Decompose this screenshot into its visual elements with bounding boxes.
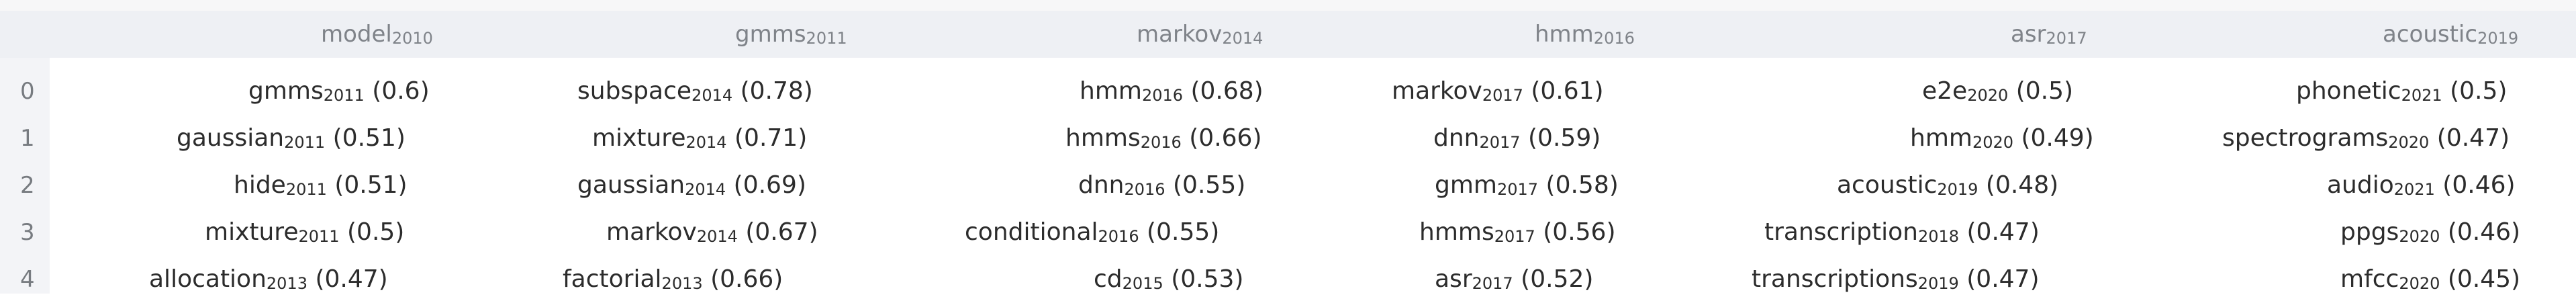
table-row: 1 gaussian2011 (0.51) mixture2014 (0.71)… (0, 115, 2576, 162)
table-cell: markov2014 (0.67) (606, 218, 818, 246)
row-index: 2 (20, 172, 35, 199)
row-index: 1 (20, 125, 35, 152)
table-cell: acoustic2019 (0.48) (1837, 171, 2059, 199)
column-header: markov2014 (1137, 21, 1263, 48)
table-row: 2 hide2011 (0.51) gaussian2014 (0.69) dn… (0, 162, 2576, 209)
table-cell: hmms2016 (0.66) (1065, 124, 1262, 152)
row-index: 3 (20, 219, 35, 246)
table-cell: gaussian2011 (0.51) (177, 124, 406, 152)
row-index: 0 (20, 78, 35, 105)
table-cell: hmms2017 (0.56) (1419, 218, 1616, 246)
table-cell: mixture2014 (0.71) (592, 124, 808, 152)
row-index: 4 (20, 266, 35, 293)
column-header: model2010 (321, 21, 433, 48)
data-table: model2010 gmms2011 markov2014 hmm2016 as… (0, 0, 2576, 294)
table-cell: e2e2020 (0.5) (1922, 77, 2074, 105)
table-cell: mfcc2020 (0.45) (2340, 265, 2521, 293)
index-column-background (0, 58, 50, 294)
table-cell: audio2021 (0.46) (2327, 171, 2516, 199)
table-cell: subspace2014 (0.78) (577, 77, 813, 105)
table-cell: cd2015 (0.53) (1094, 265, 1244, 293)
table-cell: phonetic2021 (0.5) (2296, 77, 2508, 105)
table-cell: mixture2011 (0.5) (205, 218, 405, 246)
table-cell: gmm2017 (0.58) (1435, 171, 1619, 199)
header-row (0, 11, 2576, 58)
column-header: acoustic2019 (2383, 21, 2519, 48)
table-row: 4 allocation2013 (0.47) factorial2013 (0… (0, 256, 2576, 303)
table-cell: hmm2020 (0.49) (1910, 124, 2094, 152)
table-cell: gmms2011 (0.6) (248, 77, 430, 105)
table-cell: hide2011 (0.51) (234, 171, 408, 199)
table-cell: markov2017 (0.61) (1392, 77, 1604, 105)
table-cell: gaussian2014 (0.69) (577, 171, 806, 199)
table-cell: ppgs2020 (0.46) (2340, 218, 2521, 246)
table-cell: hmm2016 (0.68) (1080, 77, 1263, 105)
table-cell: allocation2013 (0.47) (149, 265, 388, 293)
table-cell: spectrograms2020 (0.47) (2222, 124, 2510, 152)
table-cell: conditional2016 (0.55) (965, 218, 1220, 246)
table-top-strip (0, 0, 2576, 11)
table-cell: transcriptions2019 (0.47) (1752, 265, 2040, 293)
table-cell: transcription2018 (0.47) (1764, 218, 2040, 246)
column-header: hmm2016 (1535, 21, 1635, 48)
table-cell: dnn2016 (0.55) (1078, 171, 1246, 199)
table-cell: asr2017 (0.52) (1435, 265, 1594, 293)
column-header: asr2017 (2011, 21, 2087, 48)
table-cell: factorial2013 (0.66) (563, 265, 783, 293)
table-cell: dnn2017 (0.59) (1433, 124, 1601, 152)
column-header: gmms2011 (735, 21, 847, 48)
table-row: 0 gmms2011 (0.6) subspace2014 (0.78) hmm… (0, 68, 2576, 115)
table-row: 3 mixture2011 (0.5) markov2014 (0.67) co… (0, 209, 2576, 256)
